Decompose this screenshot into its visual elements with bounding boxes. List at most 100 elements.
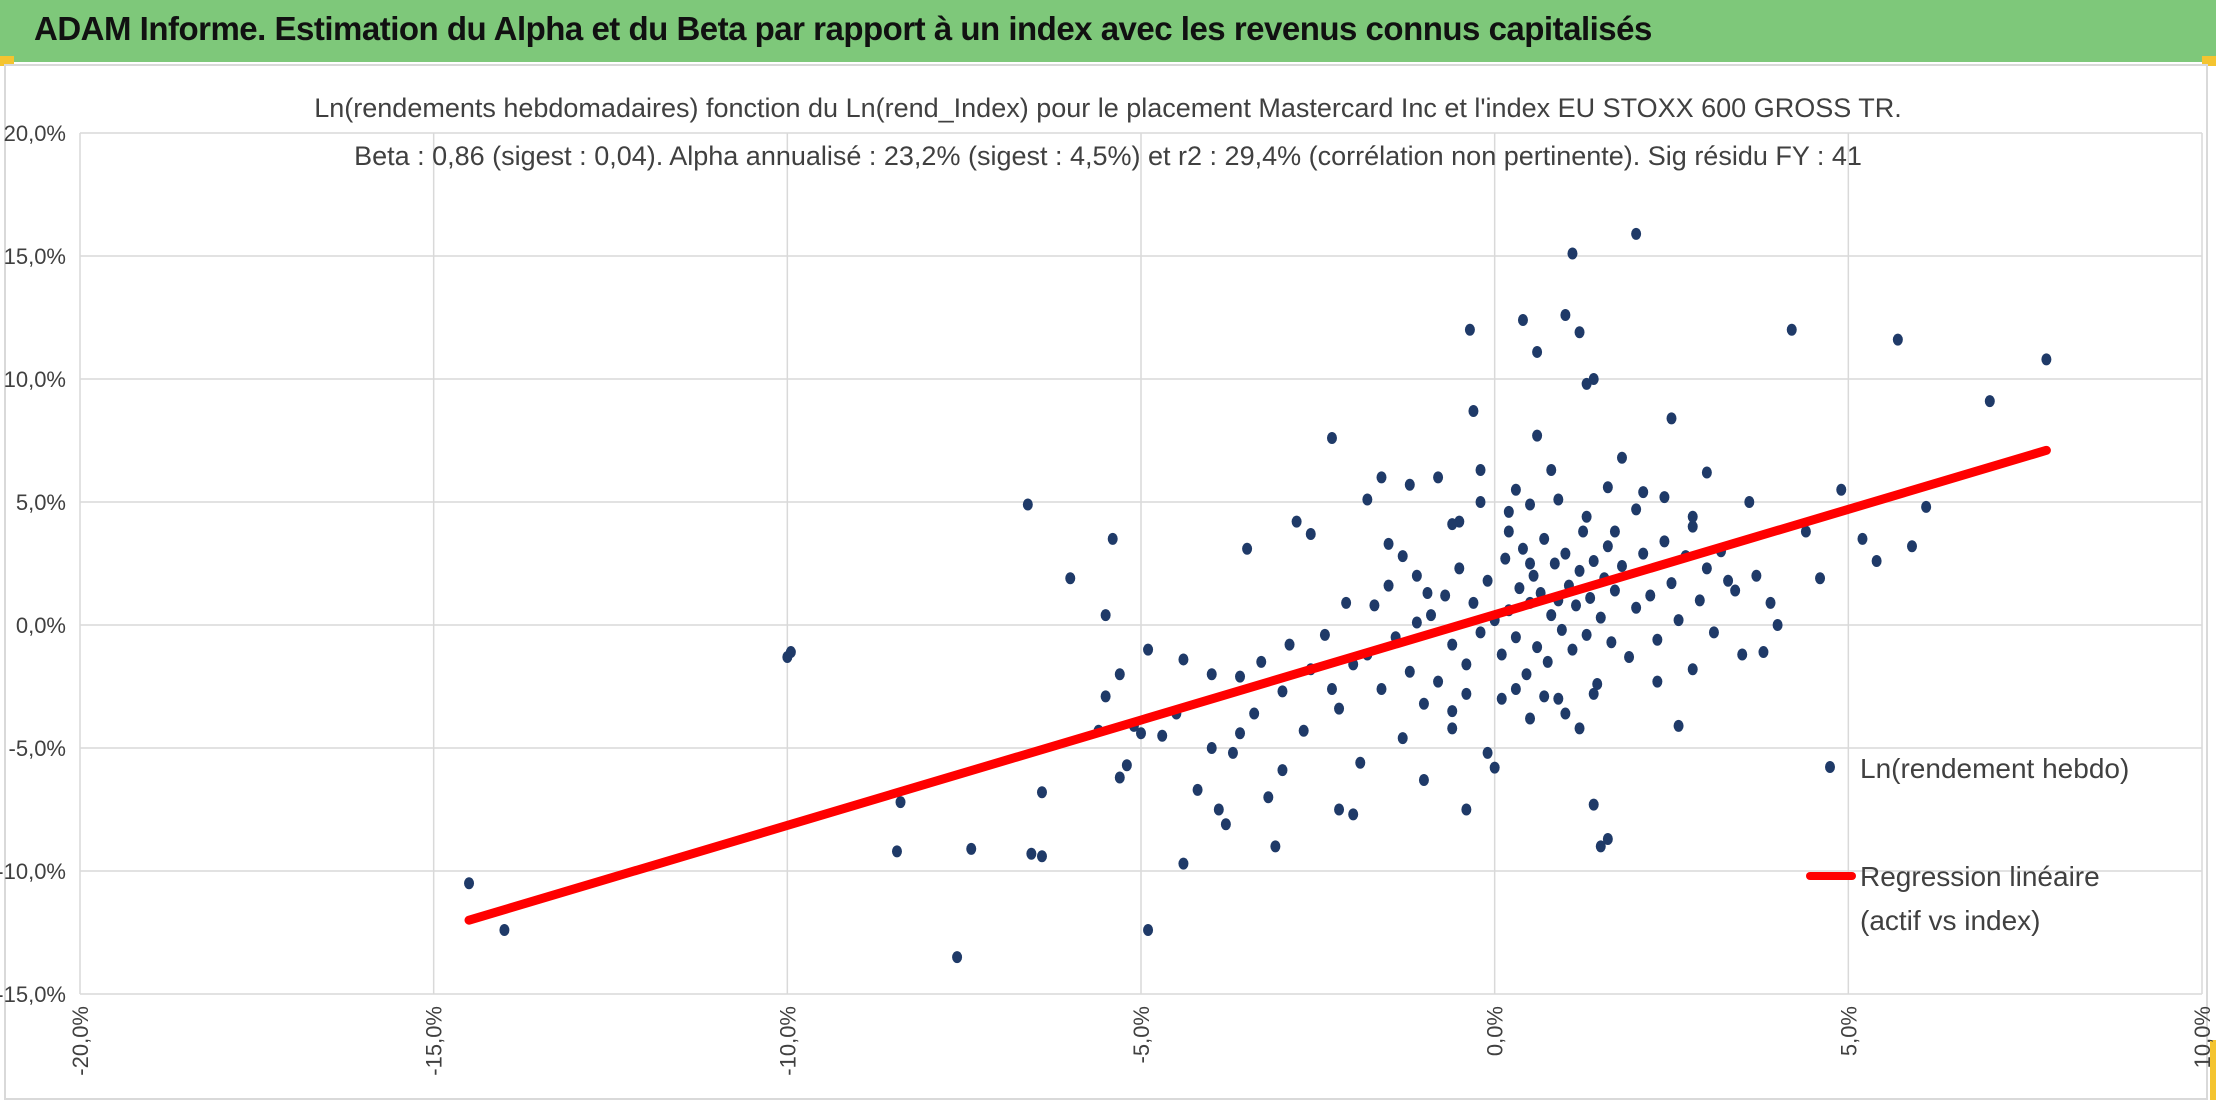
regression-line	[464, 445, 2051, 925]
report-header: ADAM Informe. Estimation du Alpha et du …	[0, 0, 2216, 62]
data-point	[1376, 682, 1387, 695]
data-point	[1567, 643, 1578, 656]
x-tick-label: 5,0%	[1836, 1006, 1861, 1056]
data-point	[1418, 697, 1429, 710]
data-point	[1546, 609, 1557, 622]
data-point	[1489, 761, 1500, 774]
y-tick-label: 20,0%	[4, 121, 66, 146]
data-point	[1595, 840, 1606, 853]
data-point	[1659, 491, 1670, 504]
data-point	[1574, 564, 1585, 577]
data-point	[1638, 547, 1649, 560]
data-point	[1503, 505, 1514, 518]
y-tick-label: 0,0%	[16, 613, 66, 638]
data-point	[1277, 685, 1288, 698]
data-point	[1984, 395, 1995, 408]
data-point	[1659, 535, 1670, 548]
data-point	[1397, 550, 1408, 563]
corner-marker-top-left	[0, 56, 14, 66]
data-point	[1687, 520, 1698, 533]
data-point	[1440, 589, 1451, 602]
data-point	[1652, 675, 1663, 688]
chart-frame[interactable]	[4, 64, 2208, 1100]
data-point	[1220, 818, 1231, 831]
data-point	[1616, 559, 1627, 572]
data-point	[1772, 619, 1783, 631]
data-point	[1542, 655, 1553, 668]
data-point	[1539, 532, 1550, 545]
data-point	[1521, 668, 1532, 681]
data-point	[1404, 665, 1415, 678]
data-point	[1305, 527, 1316, 540]
data-point	[1461, 687, 1472, 700]
data-point	[1447, 638, 1458, 651]
data-point	[1701, 466, 1712, 479]
data-point	[1510, 631, 1521, 644]
data-point	[1503, 525, 1514, 538]
data-point	[1100, 609, 1111, 622]
data-point	[1475, 464, 1486, 477]
data-point	[1525, 712, 1536, 725]
data-point	[1595, 611, 1606, 624]
data-point	[1464, 323, 1475, 336]
data-point	[1192, 783, 1203, 796]
data-point	[1036, 786, 1047, 799]
data-point	[1751, 569, 1762, 582]
data-point	[1921, 500, 1932, 513]
data-point	[1422, 587, 1433, 600]
legend-label-scatter: Ln(rendement hebdo)	[1860, 753, 2129, 784]
data-point	[1022, 498, 1033, 511]
data-point	[895, 796, 906, 809]
data-point	[1708, 626, 1719, 639]
data-point	[1624, 650, 1635, 663]
data-point	[1588, 798, 1599, 811]
data-point	[1574, 722, 1585, 735]
data-point	[1744, 496, 1755, 508]
data-point	[1256, 655, 1267, 668]
data-point	[1114, 771, 1125, 784]
x-tick-label: 10,0%	[2190, 1006, 2215, 1068]
data-point	[1475, 626, 1486, 639]
data-point	[1433, 675, 1444, 688]
data-point	[1631, 601, 1642, 614]
data-point	[1447, 518, 1458, 531]
y-tick-label: -15,0%	[0, 982, 66, 1007]
data-point	[1065, 572, 1076, 585]
data-point	[1737, 648, 1748, 661]
data-point	[1588, 687, 1599, 700]
chart-title: Ln(rendements hebdomadaires) fonction du…	[314, 93, 1902, 123]
data-point	[1454, 562, 1465, 575]
data-point	[1036, 850, 1047, 863]
x-tick-label: -20,0%	[68, 1006, 93, 1076]
data-point	[1673, 719, 1684, 732]
x-tick-label: 0,0%	[1483, 1006, 1508, 1056]
data-point	[1857, 532, 1868, 545]
data-point	[1447, 705, 1458, 718]
data-point	[1326, 432, 1337, 445]
data-point	[1178, 653, 1189, 666]
data-point	[1496, 648, 1507, 661]
data-point	[1475, 496, 1486, 508]
data-point	[1645, 589, 1656, 602]
data-point	[1263, 791, 1274, 804]
legend: Ln(rendement hebdo) Regression linéaire (a…	[1806, 753, 2129, 936]
y-tick-label: 10,0%	[4, 367, 66, 392]
data-point	[1517, 313, 1528, 326]
x-tick-label: -10,0%	[775, 1006, 800, 1076]
data-point	[1525, 557, 1536, 570]
data-point	[1348, 808, 1359, 821]
data-point	[1581, 628, 1592, 641]
data-point	[1114, 668, 1125, 681]
data-point	[1143, 643, 1154, 656]
data-point	[1631, 227, 1642, 240]
data-point	[1206, 742, 1217, 754]
data-point	[1525, 498, 1536, 511]
data-point	[1631, 503, 1642, 516]
data-point	[1496, 692, 1507, 705]
data-point	[1383, 579, 1394, 592]
data-point	[1532, 641, 1543, 654]
y-tick-label: -5,0%	[9, 736, 66, 761]
data-point	[1539, 690, 1550, 703]
data-point	[1560, 707, 1571, 720]
data-point	[1532, 345, 1543, 358]
